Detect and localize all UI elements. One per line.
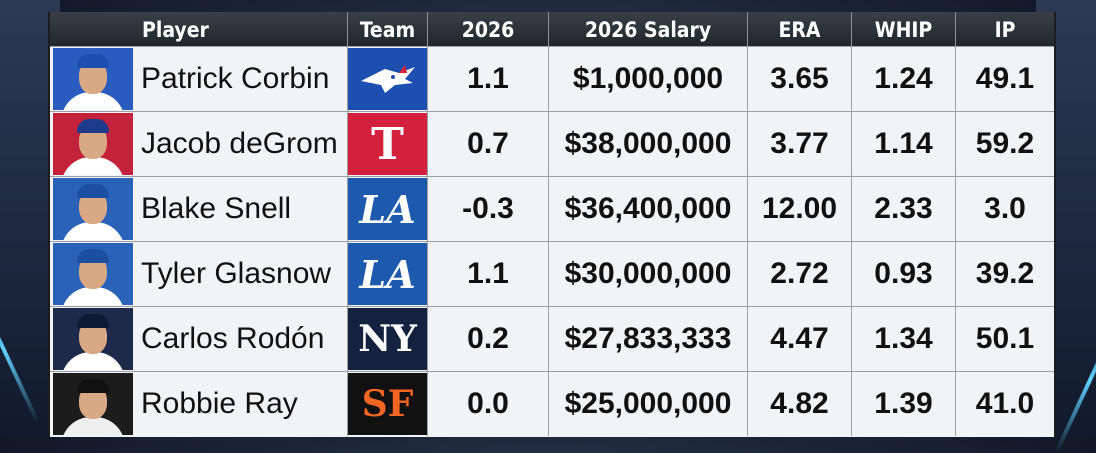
player-photo	[53, 243, 133, 305]
player-cell: Carlos Rodón	[50, 307, 348, 371]
ip-cell: 41.0	[975, 387, 1035, 420]
salary-cell: $36,400,000	[549, 177, 748, 241]
team-cell: NY	[348, 307, 428, 371]
table-row: Robbie Ray SF 0.0 $25,000,000 4.82 1.39 …	[50, 371, 1054, 437]
salary-cell: $38,000,000	[549, 112, 748, 176]
team-cell: SF	[348, 372, 428, 436]
player-cell: Robbie Ray	[50, 372, 348, 436]
era-cell: 3.65	[748, 47, 852, 111]
player-name: Jacob deGrom	[141, 127, 338, 160]
team-cell	[348, 47, 428, 111]
player-photo	[53, 113, 133, 175]
player-name: Blake Snell	[141, 192, 292, 225]
header-bwar: 2026 bWAR	[428, 12, 549, 78]
salary-cell: $25,000,000	[549, 372, 748, 436]
era-cell: 4.47	[748, 307, 852, 371]
header-team: Team	[348, 12, 428, 46]
bwar-cell: 0.2	[428, 307, 549, 371]
era-cell: 2.72	[748, 242, 852, 306]
header-player: Player	[50, 12, 348, 46]
era-cell: 3.77	[748, 112, 852, 176]
player-name: Patrick Corbin	[141, 62, 330, 95]
yankees-ny-logo-icon: NY	[348, 308, 427, 370]
player-name: Tyler Glasnow	[141, 257, 332, 290]
team-cell: LA	[348, 242, 428, 306]
header-ip: IP	[994, 18, 1016, 42]
team-cell: T	[348, 112, 428, 176]
team-cell: LA	[348, 177, 428, 241]
table-row: Patrick Corbin 1.1 $1,000,000 3.65 1.24 …	[50, 46, 1054, 111]
dodgers-la-logo-icon: LA	[348, 243, 427, 305]
player-photo	[53, 178, 133, 240]
rangers-t-logo-icon: T	[348, 113, 427, 175]
player-cell: Blake Snell	[50, 177, 348, 241]
ip-cell: 39.2	[975, 257, 1035, 290]
salary-cell: $1,000,000	[549, 47, 748, 111]
whip-cell: 1.34	[852, 307, 956, 371]
ip-cell: 3.0	[984, 192, 1026, 225]
salary-cell: $30,000,000	[549, 242, 748, 306]
whip-cell: 0.93	[852, 242, 956, 306]
player-name: Robbie Ray	[141, 387, 298, 420]
table-row: Carlos Rodón NY 0.2 $27,833,333 4.47 1.3…	[50, 306, 1054, 371]
player-name: Carlos Rodón	[141, 322, 325, 355]
bwar-cell: 0.7	[428, 112, 549, 176]
era-cell: 12.00	[748, 177, 852, 241]
table-row: Jacob deGrom T 0.7 $38,000,000 3.77 1.14…	[50, 111, 1054, 176]
table-row: Blake Snell LA -0.3 $36,400,000 12.00 2.…	[50, 176, 1054, 241]
player-cell: Patrick Corbin	[50, 47, 348, 111]
era-cell: 4.82	[748, 372, 852, 436]
ip-cell: 49.1	[975, 62, 1035, 95]
whip-cell: 1.39	[852, 372, 956, 436]
whip-cell: 2.33	[852, 177, 956, 241]
salary-cell: $27,833,333	[549, 307, 748, 371]
header-whip: WHIP	[852, 12, 956, 46]
bwar-cell: 1.1	[428, 47, 549, 111]
bwar-cell: 0.0	[428, 372, 549, 436]
whip-cell: 1.24	[852, 47, 956, 111]
player-photo	[53, 48, 133, 110]
whip-cell: 1.14	[852, 112, 956, 176]
table-row: Tyler Glasnow LA 1.1 $30,000,000 2.72 0.…	[50, 241, 1054, 306]
player-photo	[53, 373, 133, 435]
stats-table: Player Team 2026 bWAR 2026 Salary ERA WH…	[48, 12, 1056, 437]
player-cell: Jacob deGrom	[50, 112, 348, 176]
bwar-cell: -0.3	[428, 177, 549, 241]
ip-cell: 50.1	[975, 322, 1035, 355]
header-salary: 2026 Salary	[549, 12, 748, 46]
blue-jays-logo-icon	[348, 48, 427, 110]
player-cell: Tyler Glasnow	[50, 242, 348, 306]
table-header: Player Team 2026 bWAR 2026 Salary ERA WH…	[50, 12, 1054, 78]
giants-sf-logo-icon: SF	[348, 373, 427, 435]
bwar-cell: 1.1	[428, 242, 549, 306]
dodgers-la-logo-icon: LA	[348, 178, 427, 240]
ip-cell: 59.2	[975, 127, 1035, 160]
player-photo	[53, 308, 133, 370]
header-era: ERA	[748, 12, 852, 46]
